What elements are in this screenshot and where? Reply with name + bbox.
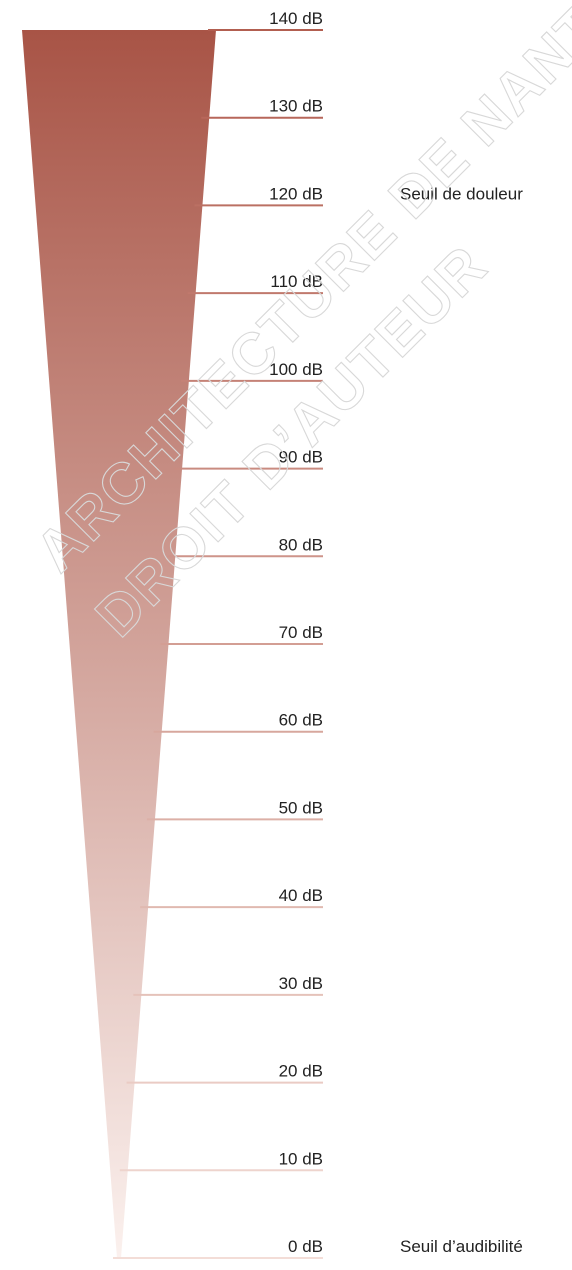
annotation-pain-threshold: Seuil de douleur — [400, 184, 523, 203]
tick-label-80: 80 dB — [279, 535, 323, 554]
tick-label-140: 140 dB — [269, 9, 323, 28]
tick-label-30: 30 dB — [279, 974, 323, 993]
tick-label-40: 40 dB — [279, 886, 323, 905]
tick-label-130: 130 dB — [269, 97, 323, 116]
tick-labels: 140 dB 130 dB 120 dB 110 dB 100 dB 90 dB 80 dB… — [269, 9, 323, 1256]
annotation-audibility-threshold: Seuil d’audibilité — [400, 1237, 523, 1256]
tick-label-50: 50 dB — [279, 798, 323, 817]
tick-label-60: 60 dB — [279, 711, 323, 730]
threshold-annotations: Seuil de douleur Seuil d’audibilité — [400, 184, 523, 1256]
sound-level-wedge — [22, 30, 216, 1258]
tick-label-90: 90 dB — [279, 448, 323, 467]
tick-label-0: 0 dB — [288, 1237, 323, 1256]
tick-label-100: 100 dB — [269, 360, 323, 379]
tick-label-110: 110 dB — [270, 272, 323, 291]
tick-marks — [113, 29, 323, 1259]
tick-label-20: 20 dB — [279, 1062, 323, 1081]
tick-label-10: 10 dB — [279, 1149, 323, 1168]
tick-label-70: 70 dB — [279, 623, 323, 642]
tick-label-120: 120 dB — [269, 184, 323, 203]
